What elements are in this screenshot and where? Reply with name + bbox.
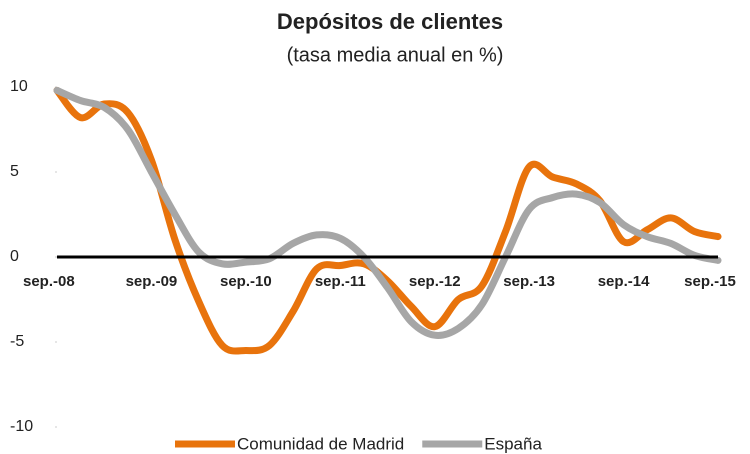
x-tick-label: sep.-09	[126, 273, 178, 290]
x-tick-label: sep.-10	[220, 273, 272, 290]
x-tick-label: sep.-12	[409, 273, 461, 290]
legend-label: España	[484, 434, 542, 453]
x-tick-label: sep.-15	[684, 273, 736, 290]
x-tick-label: sep.-13	[503, 273, 555, 290]
chart-title: Depósitos de clientes	[277, 9, 503, 34]
y-tick-label: 10	[10, 78, 28, 95]
series-line	[53, 86, 722, 339]
chart-subtitle: (tasa media anual en %)	[287, 44, 504, 66]
y-tick-label: -10	[10, 418, 33, 435]
y-tick-label: -5	[10, 333, 24, 350]
x-tick-label: sep.-11	[315, 273, 366, 290]
x-tick-label: sep.-14	[598, 273, 650, 290]
legend-label: Comunidad de Madrid	[237, 434, 404, 453]
y-tick-label: 0	[10, 248, 19, 265]
y-tick-label: 5	[10, 163, 19, 180]
x-tick-label: sep.-08	[23, 273, 75, 290]
